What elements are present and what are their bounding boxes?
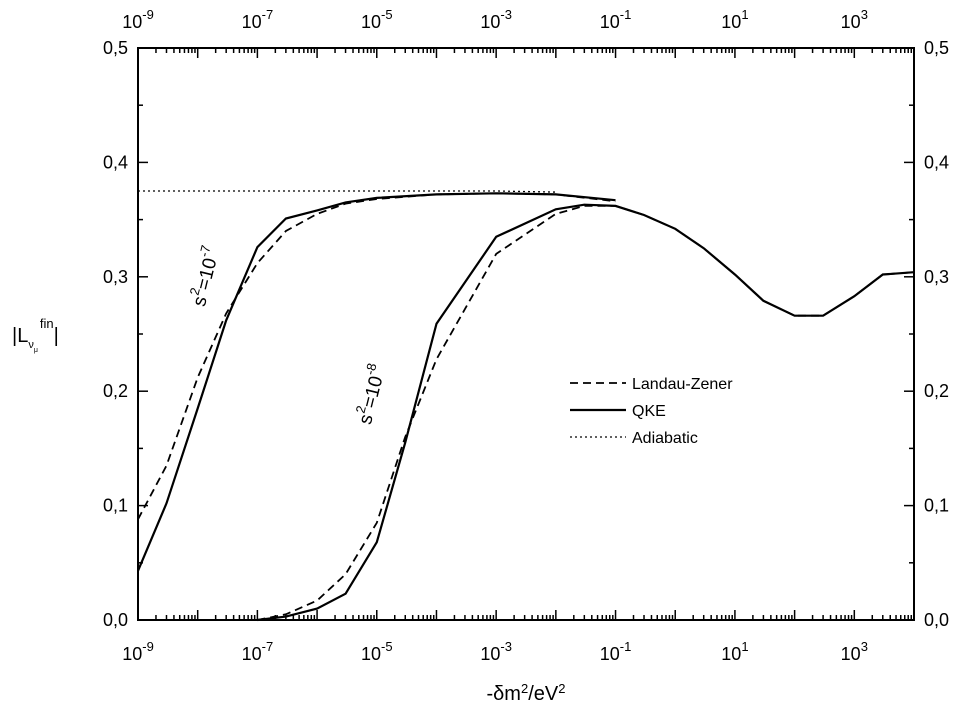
y-tick-label-right: 0,4 xyxy=(924,152,949,172)
x-tick-label-top: 103 xyxy=(841,7,868,32)
y-tick-label-right: 0,1 xyxy=(924,496,949,516)
x-tick-label-bottom: 103 xyxy=(841,639,868,664)
y-tick-label-right: 0,0 xyxy=(924,610,949,630)
series-qke_s7 xyxy=(136,192,616,572)
x-tick-label-top: 10-3 xyxy=(480,7,512,32)
y-tick-label-right: 0,3 xyxy=(924,267,949,287)
y-tick-label-left: 0,1 xyxy=(103,496,128,516)
y-tick-label-left: 0,0 xyxy=(103,610,128,630)
x-tick-label-bottom: 10-9 xyxy=(122,639,154,664)
y-tick-label-left: 0,2 xyxy=(103,381,128,401)
x-tick-label-top: 10-1 xyxy=(600,7,632,32)
legend: Landau-Zener QKE Adiabatic xyxy=(570,376,733,447)
x-tick-label-bottom: 10-3 xyxy=(480,639,512,664)
annotations: s2=10-7 s2=10-8 xyxy=(184,244,390,427)
legend-label: Adiabatic xyxy=(632,430,698,447)
x-tick-label-top: 10-9 xyxy=(122,7,154,32)
x-tick-label-bottom: 10-5 xyxy=(361,639,393,664)
annotation-s7: s2=10-7 xyxy=(184,244,224,309)
x-tick-label-top: 10-5 xyxy=(361,7,393,32)
legend-label: Landau-Zener xyxy=(632,376,733,393)
x-axis-label: -δm2/eV2 xyxy=(487,681,566,706)
x-tick-label-bottom: 10-7 xyxy=(242,639,274,664)
axis-ticks xyxy=(137,47,915,621)
x-tick-label-top: 101 xyxy=(721,7,748,32)
y-axis-label: |Lνμfin| xyxy=(12,316,59,354)
x-tick-label-bottom: 101 xyxy=(721,639,748,664)
annotation-s8: s2=10-8 xyxy=(350,362,390,427)
x-tick-label-top: 10-7 xyxy=(242,7,274,32)
legend-label: QKE xyxy=(632,403,666,420)
y-tick-label-left: 0,5 xyxy=(103,38,128,58)
series-adiabatic xyxy=(138,190,556,193)
series-layer xyxy=(136,190,915,622)
tick-labels: 10-9 10-9 10-7 10-7 10-5 10-5 10-3 10-3 10-1 10-1… xyxy=(103,7,949,664)
y-tick-label-left: 0,4 xyxy=(103,152,128,172)
y-tick-label-right: 0,2 xyxy=(924,381,949,401)
series-lz_s7 xyxy=(137,192,616,520)
y-tick-label-right: 0,5 xyxy=(924,38,949,58)
y-tick-label-left: 0,3 xyxy=(103,267,128,287)
series-lz_s8 xyxy=(257,204,915,621)
plot-frame xyxy=(137,47,915,621)
x-tick-label-bottom: 10-1 xyxy=(600,639,632,664)
